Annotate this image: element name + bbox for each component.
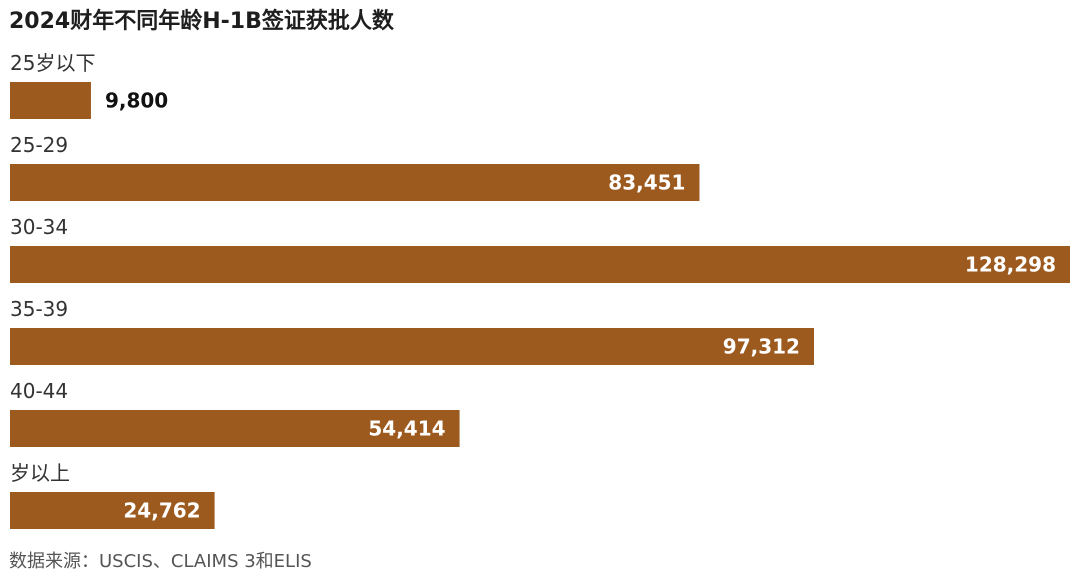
value-label: 9,800 [105,89,168,113]
bar [10,328,814,365]
category-label: 25岁以下 [10,51,95,75]
category-label: 30-34 [10,215,68,239]
category-label: 40-44 [10,379,68,403]
value-label: 54,414 [368,417,445,441]
bar [10,164,700,201]
category-label: 25-29 [10,133,68,157]
chart-title: 2024财年不同年龄H-1B签证获批人数 [9,9,394,34]
value-label: 83,451 [608,171,685,195]
bar [10,492,215,529]
value-label: 97,312 [723,335,800,359]
value-label: 128,298 [965,253,1056,277]
bar [10,410,460,447]
category-label: 35-39 [10,297,68,321]
value-label: 24,762 [123,499,200,523]
bar [10,82,91,119]
source-note: 数据来源：USCIS、CLAIMS 3和ELIS [9,551,312,572]
bar [10,246,1070,283]
category-label: 岁以上 [10,461,70,485]
